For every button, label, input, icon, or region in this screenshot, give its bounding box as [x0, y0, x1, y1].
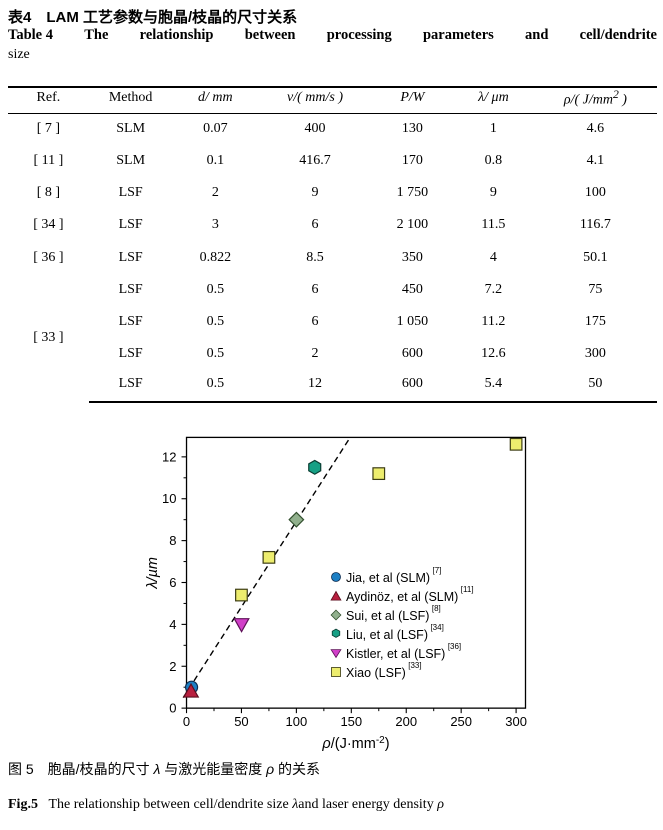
svg-text:50: 50 [234, 714, 248, 729]
svg-text:λ/µm: λ/µm [145, 557, 161, 590]
svg-text:200: 200 [395, 714, 417, 729]
svg-text:6: 6 [169, 575, 176, 590]
svg-text:250: 250 [450, 714, 472, 729]
svg-text:2: 2 [169, 659, 176, 674]
svg-text:10: 10 [162, 491, 176, 506]
svg-text:0: 0 [169, 701, 176, 716]
svg-text:ρ/(J·mm-2): ρ/(J·mm-2) [321, 735, 389, 753]
svg-text:300: 300 [505, 714, 527, 729]
svg-text:12: 12 [162, 449, 176, 464]
svg-text:8: 8 [169, 533, 176, 548]
svg-text:4: 4 [169, 617, 176, 632]
svg-text:150: 150 [340, 714, 362, 729]
svg-text:100: 100 [286, 714, 308, 729]
svg-text:0: 0 [183, 714, 190, 729]
